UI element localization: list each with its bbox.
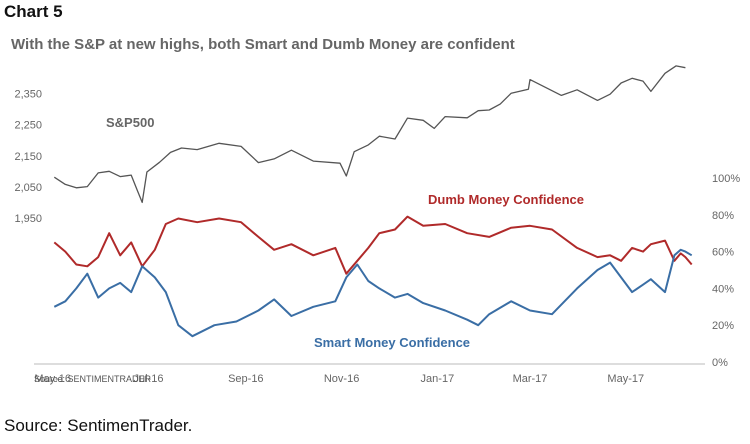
x-tick-label: Nov-16 — [324, 373, 359, 385]
left-axis-ticks: 1,950 2,050 2,150 2,250 2,350 — [14, 89, 42, 225]
x-axis-ticks: May-16 Jul-16 Sep-16 Nov-16 Jan-17 Mar-17 May-… — [34, 373, 644, 385]
footer-source: Source: SentimenTrader. — [4, 416, 193, 435]
dumb-money-confidence-line — [53, 215, 693, 275]
right-axis-ticks: 0% 20% 40% 60% 80% 100% — [712, 173, 740, 369]
right-tick-label: 80% — [712, 210, 734, 222]
x-tick-label: May-17 — [607, 373, 644, 385]
dumb-money-confidence-label: Dumb Money Confidence — [428, 192, 584, 207]
s-p500-label: S&P500 — [106, 115, 154, 130]
smart-money-confidence-line — [53, 248, 693, 338]
smart-money-confidence-label: Smart Money Confidence — [314, 335, 470, 350]
x-tick-label: Jul-16 — [133, 373, 163, 385]
series-lines — [53, 65, 693, 338]
x-tick-label: Sep-16 — [228, 373, 263, 385]
x-tick-label: Jan-17 — [421, 373, 455, 385]
right-tick-label: 100% — [712, 173, 740, 185]
left-tick-label: 1,950 — [14, 213, 42, 225]
left-tick-label: 2,050 — [14, 182, 42, 194]
left-tick-label: 2,150 — [14, 151, 42, 163]
left-tick-label: 2,350 — [14, 89, 42, 101]
x-tick-label: Mar-17 — [513, 373, 548, 385]
series-labels: S&P500 Dumb Money Confidence Smart Money C… — [106, 115, 584, 350]
right-tick-label: 60% — [712, 247, 734, 259]
s-p500-line — [53, 65, 686, 204]
right-tick-label: 20% — [712, 320, 734, 332]
source-label: Source: SENTIMENTRADER — [34, 374, 152, 384]
right-tick-label: 0% — [712, 357, 728, 369]
chart-number-label: Chart 5 — [4, 2, 63, 21]
left-tick-label: 2,250 — [14, 120, 42, 132]
right-tick-label: 40% — [712, 283, 734, 295]
x-tick-label: May-16 — [34, 373, 71, 385]
chart-title: With the S&P at new highs, both Smart an… — [11, 36, 515, 53]
